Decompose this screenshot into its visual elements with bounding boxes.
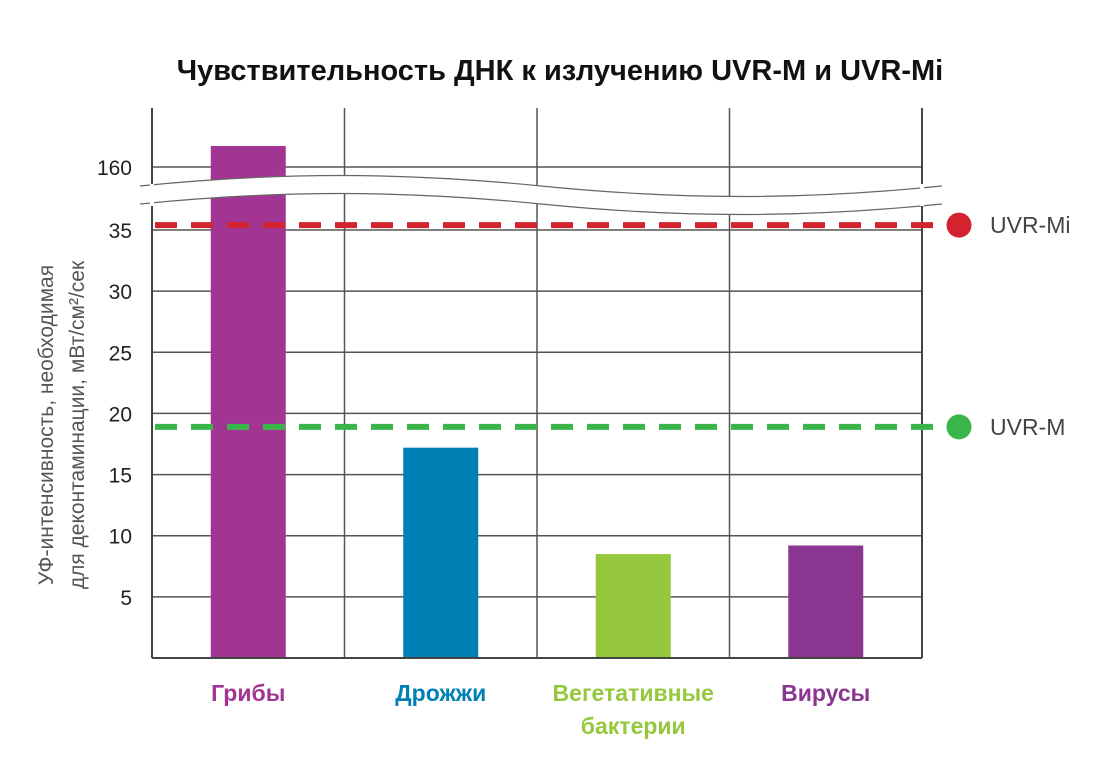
y-axis-label: УФ-интенсивность, необходимая для деконта… bbox=[35, 260, 89, 589]
reference-label: UVR-M bbox=[990, 414, 1065, 440]
reference-marker bbox=[946, 212, 972, 238]
y-tick-label: 10 bbox=[109, 526, 132, 549]
y-tick-label: 5 bbox=[120, 587, 132, 610]
category-labels: Грибы Дрожжи Вегетативные бактерии Вирусы bbox=[211, 680, 870, 739]
y-tick-label: 160 bbox=[97, 157, 132, 180]
reference-marker bbox=[946, 414, 972, 440]
y-tick-label: 20 bbox=[109, 403, 132, 426]
bar bbox=[788, 545, 864, 658]
y-tick-label: 25 bbox=[109, 342, 132, 365]
y-tick-labels: 5 10 15 20 25 30 35 160 bbox=[97, 157, 132, 610]
bar bbox=[403, 447, 479, 658]
category-label: бактерии bbox=[581, 713, 686, 739]
category-label: Вирусы bbox=[781, 680, 870, 706]
category-label: Грибы bbox=[211, 680, 285, 706]
break-line bbox=[139, 192, 943, 216]
y-axis-label-line: для деконтаминации, мВт/см²/сек bbox=[66, 260, 89, 589]
break-band bbox=[140, 175, 942, 215]
category-label: Дрожжи bbox=[395, 680, 486, 706]
y-axis-label-line: УФ-интенсивность, необходимая bbox=[35, 265, 58, 585]
y-tick-label: 15 bbox=[109, 465, 132, 488]
y-tick-label: 30 bbox=[109, 281, 132, 304]
reference-lines: UVR-Mi UVR-M bbox=[155, 212, 1071, 440]
chart-title: Чувствительность ДНК к излучению UVR-M и… bbox=[177, 55, 943, 87]
bars bbox=[210, 146, 864, 658]
break-line bbox=[139, 174, 943, 198]
bar bbox=[595, 554, 671, 658]
y-tick-label: 35 bbox=[109, 220, 132, 243]
plot-frame bbox=[150, 108, 924, 659]
bar bbox=[210, 146, 286, 658]
axis-break bbox=[139, 174, 943, 216]
category-label: Вегетативные bbox=[553, 680, 714, 706]
reference-label: UVR-Mi bbox=[990, 212, 1071, 238]
y-axis-title: УФ-интенсивность, необходимая для деконта… bbox=[35, 260, 89, 589]
